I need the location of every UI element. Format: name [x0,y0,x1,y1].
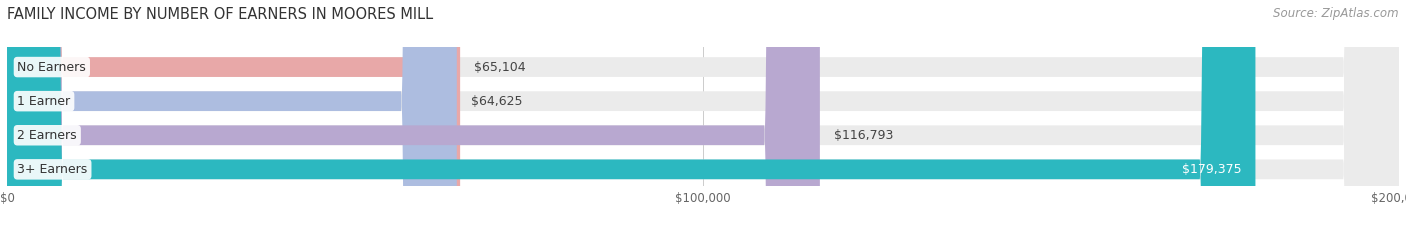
FancyBboxPatch shape [7,0,457,233]
FancyBboxPatch shape [7,0,460,233]
FancyBboxPatch shape [7,0,1399,233]
FancyBboxPatch shape [7,0,820,233]
FancyBboxPatch shape [7,0,1399,233]
Text: Source: ZipAtlas.com: Source: ZipAtlas.com [1274,7,1399,20]
Text: $116,793: $116,793 [834,129,893,142]
Text: No Earners: No Earners [17,61,86,74]
Text: $179,375: $179,375 [1182,163,1241,176]
FancyBboxPatch shape [7,0,1399,233]
FancyBboxPatch shape [7,0,1399,233]
Text: $64,625: $64,625 [471,95,522,108]
Text: 2 Earners: 2 Earners [17,129,77,142]
Text: FAMILY INCOME BY NUMBER OF EARNERS IN MOORES MILL: FAMILY INCOME BY NUMBER OF EARNERS IN MO… [7,7,433,22]
FancyBboxPatch shape [7,0,1256,233]
Text: $65,104: $65,104 [474,61,526,74]
Text: 1 Earner: 1 Earner [17,95,70,108]
Text: 3+ Earners: 3+ Earners [17,163,87,176]
